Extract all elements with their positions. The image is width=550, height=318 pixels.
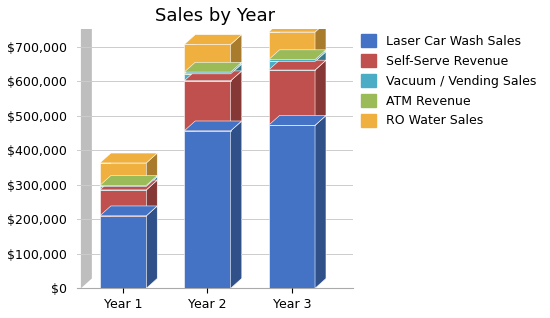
- Polygon shape: [184, 71, 241, 81]
- Polygon shape: [100, 206, 157, 216]
- Bar: [195, 121, 241, 279]
- Bar: [100, 185, 146, 186]
- Polygon shape: [315, 60, 326, 125]
- Title: Sales by Year: Sales by Year: [155, 7, 275, 25]
- Polygon shape: [184, 62, 241, 72]
- Polygon shape: [184, 35, 241, 45]
- Bar: [195, 71, 241, 121]
- Polygon shape: [81, 19, 92, 288]
- Bar: [111, 180, 157, 206]
- Bar: [195, 64, 241, 71]
- Polygon shape: [268, 60, 326, 70]
- Polygon shape: [146, 206, 157, 288]
- Bar: [111, 176, 157, 180]
- Polygon shape: [268, 279, 326, 288]
- Polygon shape: [146, 153, 157, 185]
- Bar: [184, 81, 230, 131]
- Bar: [279, 50, 326, 52]
- Polygon shape: [315, 279, 326, 288]
- Bar: [100, 216, 146, 288]
- Polygon shape: [100, 176, 157, 185]
- Bar: [279, 22, 326, 50]
- Bar: [268, 125, 315, 288]
- Bar: [279, 52, 326, 60]
- Polygon shape: [100, 180, 157, 190]
- Bar: [268, 61, 315, 70]
- Bar: [195, 62, 241, 64]
- Polygon shape: [268, 115, 326, 125]
- Bar: [268, 70, 315, 125]
- Polygon shape: [184, 121, 241, 131]
- Polygon shape: [146, 176, 157, 186]
- Polygon shape: [315, 115, 326, 288]
- Polygon shape: [100, 153, 157, 163]
- Polygon shape: [146, 279, 157, 288]
- Polygon shape: [230, 71, 241, 131]
- Bar: [100, 186, 146, 190]
- Bar: [279, 115, 326, 279]
- Polygon shape: [230, 35, 241, 72]
- Legend: Laser Car Wash Sales, Self-Serve Revenue, Vacuum / Vending Sales, ATM Revenue, R: Laser Car Wash Sales, Self-Serve Revenue…: [356, 29, 542, 132]
- Polygon shape: [100, 176, 157, 186]
- Bar: [111, 206, 157, 279]
- Polygon shape: [268, 22, 326, 32]
- Bar: [111, 153, 157, 176]
- Bar: [195, 35, 241, 62]
- Bar: [184, 131, 230, 288]
- Bar: [268, 60, 315, 61]
- Bar: [100, 163, 146, 185]
- Polygon shape: [268, 52, 326, 61]
- Polygon shape: [100, 279, 157, 288]
- Bar: [100, 190, 146, 216]
- Bar: [184, 72, 230, 74]
- Polygon shape: [315, 50, 326, 61]
- Polygon shape: [268, 50, 326, 60]
- Polygon shape: [230, 279, 241, 288]
- Polygon shape: [146, 176, 157, 190]
- Bar: [279, 60, 326, 115]
- Polygon shape: [230, 62, 241, 74]
- Polygon shape: [184, 64, 241, 74]
- Polygon shape: [230, 121, 241, 288]
- Bar: [184, 45, 230, 72]
- Polygon shape: [146, 180, 157, 216]
- Bar: [268, 32, 315, 60]
- Polygon shape: [184, 279, 241, 288]
- Polygon shape: [230, 64, 241, 81]
- Bar: [184, 74, 230, 81]
- Polygon shape: [315, 52, 326, 70]
- Polygon shape: [315, 22, 326, 60]
